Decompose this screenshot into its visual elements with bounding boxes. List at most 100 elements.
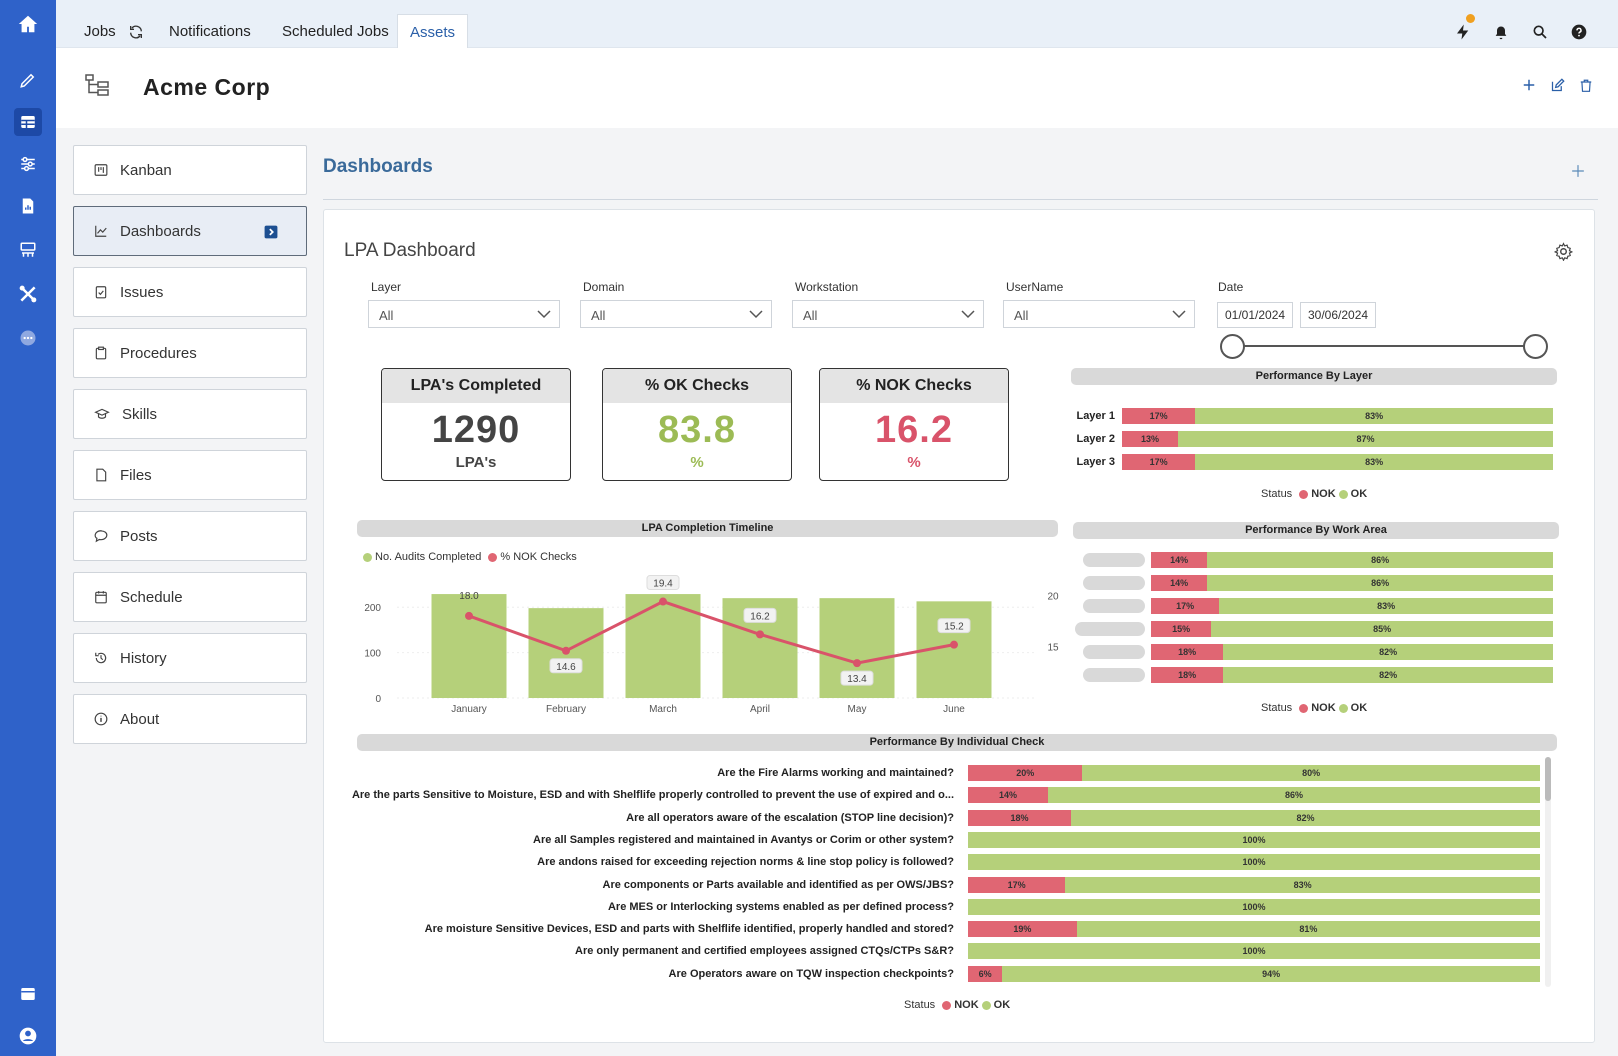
layer-bar-row[interactable]: 17% 83% — [1122, 408, 1553, 424]
nok-segment: 14% — [968, 787, 1049, 804]
scrollbar-track[interactable] — [1545, 757, 1551, 987]
ok-segment: 83% — [1219, 598, 1553, 614]
check-bar-row[interactable]: 19% 81% — [968, 921, 1540, 938]
sidebar-item-dashboards[interactable]: Dashboards — [73, 206, 307, 256]
user-icon[interactable] — [14, 1022, 42, 1050]
audit-bar — [431, 594, 507, 698]
sidebar-item-procedures[interactable]: Procedures — [73, 328, 307, 378]
area-label-placeholder — [1083, 599, 1145, 613]
check-bar-row[interactable]: 100% — [968, 898, 1540, 915]
check-row-label: Are the parts Sensitive to Moisture, ESD… — [351, 789, 954, 802]
check-bar-row[interactable]: 100% — [968, 943, 1540, 960]
y-right-tick-label: 20 — [1047, 591, 1059, 602]
legend-audits-swatch — [363, 552, 372, 562]
check-bar-row[interactable]: 17% 83% — [968, 876, 1540, 893]
check-bar-row[interactable]: 20% 80% — [968, 765, 1540, 781]
report-icon[interactable] — [14, 192, 42, 220]
top-bar: Jobs Notifications Scheduled Jobs Assets — [56, 0, 1618, 48]
clipboard-icon — [95, 346, 107, 360]
add-icon[interactable] — [1522, 78, 1536, 97]
date-slider-end-handle[interactable] — [1523, 334, 1548, 359]
sidebar-item-history[interactable]: History — [73, 633, 307, 683]
layer-select[interactable]: All — [368, 300, 560, 328]
sidebar-item-kanban[interactable]: Kanban — [73, 145, 307, 195]
chevron-right-icon[interactable] — [264, 225, 278, 239]
x-tick-label: June — [943, 704, 965, 715]
area-bar-row[interactable]: 18% 82% — [1151, 644, 1553, 660]
area-bar-row[interactable]: 18% 82% — [1151, 667, 1553, 683]
settings-gear-icon[interactable] — [1553, 242, 1574, 266]
kpi-unit: LPA's — [455, 454, 497, 471]
sidebar-item-about[interactable]: About — [73, 694, 307, 744]
workstation-select[interactable]: All — [792, 300, 984, 328]
delete-icon[interactable] — [1579, 78, 1593, 98]
chevron-down-icon — [961, 310, 975, 319]
hierarchy-icon[interactable] — [85, 74, 109, 101]
check-bar-row[interactable]: 100% — [968, 854, 1540, 871]
area-bar-row[interactable]: 14% 86% — [1151, 575, 1553, 591]
check-bar-row[interactable]: 18% 82% — [968, 809, 1540, 826]
legend-ok-label: OK — [993, 999, 1011, 1011]
area-bar-row[interactable]: 15% 85% — [1151, 621, 1553, 637]
edit-icon[interactable] — [1550, 78, 1565, 98]
sidebar-item-issues[interactable]: Issues — [73, 267, 307, 317]
layer-row-label: Layer 3 — [1076, 456, 1115, 468]
help-icon[interactable] — [1571, 24, 1587, 45]
data-label: 15.2 — [944, 622, 964, 633]
sidebar-item-files[interactable]: Files — [73, 450, 307, 500]
nok-point — [950, 640, 958, 649]
window-icon[interactable] — [14, 980, 42, 1008]
search-icon[interactable] — [1532, 24, 1548, 45]
layer-bar-row[interactable]: 13% 87% — [1122, 431, 1553, 447]
ok-segment: 86% — [1048, 787, 1540, 804]
username-select[interactable]: All — [1003, 300, 1195, 328]
check-bar-row[interactable]: 6% 94% — [968, 965, 1540, 982]
area-label-placeholder — [1083, 668, 1145, 682]
area-bar-row[interactable]: 17% 83% — [1151, 598, 1553, 614]
domain-select[interactable]: All — [580, 300, 772, 328]
refresh-icon[interactable] — [128, 24, 144, 45]
bell-icon[interactable] — [1493, 24, 1509, 46]
info-icon — [94, 712, 108, 726]
ok-segment: 86% — [1207, 552, 1553, 568]
asset-header: Acme Corp — [56, 48, 1618, 128]
data-label-bg — [937, 618, 971, 634]
date-slider-start-handle[interactable] — [1220, 334, 1245, 359]
more-icon[interactable] — [14, 324, 42, 352]
sidebar-item-schedule[interactable]: Schedule — [73, 572, 307, 622]
legend-nok-label: NOK — [1311, 488, 1336, 500]
area-label-placeholder — [1075, 622, 1145, 636]
check-row-label: Are Operators aware on TQW inspection ch… — [668, 967, 954, 980]
sidebar-item-skills[interactable]: Skills — [73, 389, 307, 439]
add-dashboard-icon[interactable] — [1571, 164, 1585, 183]
pencil-icon[interactable] — [14, 66, 42, 94]
legend-nok-swatch — [942, 1000, 952, 1010]
tools-icon[interactable] — [14, 280, 42, 308]
timeline-chart: 0 100 200 15 20 January February March April May J… — [364, 575, 1059, 715]
date-to-input[interactable]: 30/06/2024 — [1300, 302, 1377, 328]
check-row-label: Are all operators aware of the escalatio… — [626, 811, 954, 824]
tab-assets[interactable]: Assets — [397, 14, 469, 48]
sidebar-item-posts[interactable]: Posts — [73, 511, 307, 561]
sliders-icon[interactable] — [14, 150, 42, 178]
file-icon — [96, 468, 107, 482]
date-filter-label: Date — [1218, 280, 1244, 294]
check-bar-row[interactable]: 100% — [968, 831, 1540, 848]
scrollbar-thumb[interactable] — [1545, 757, 1551, 801]
check-bar-row[interactable]: 14% 86% — [968, 787, 1540, 804]
x-tick-label: February — [546, 704, 586, 715]
tab-notifications[interactable]: Notifications — [169, 23, 251, 40]
legend-nok-swatch — [1299, 489, 1309, 499]
tab-jobs[interactable]: Jobs — [84, 23, 116, 40]
date-from-input[interactable]: 01/01/2024 — [1217, 302, 1294, 328]
tab-scheduled-jobs[interactable]: Scheduled Jobs — [282, 23, 389, 40]
sidebar-item-label: Skills — [122, 405, 158, 423]
table-icon[interactable] — [14, 108, 42, 136]
area-bar-row[interactable]: 14% 86% — [1151, 552, 1553, 568]
home-icon[interactable] — [14, 10, 42, 38]
layer-bar-row[interactable]: 17% 83% — [1122, 454, 1553, 470]
org-chart-icon[interactable] — [14, 236, 42, 264]
lightning-icon[interactable] — [1454, 14, 1475, 47]
username-filter-label: UserName — [1006, 280, 1064, 294]
sidebar-item-label: History — [120, 649, 167, 667]
